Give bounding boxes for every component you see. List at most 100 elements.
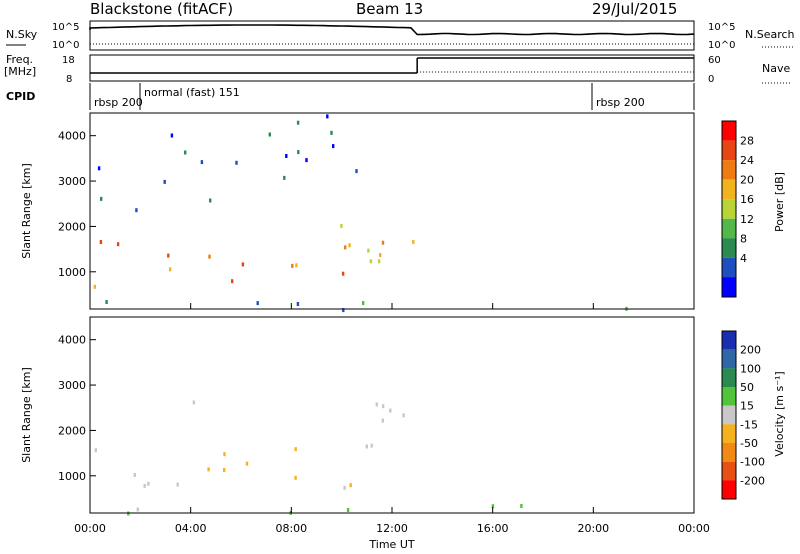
heatmap-cell (94, 448, 97, 453)
y-tick-label: 2000 (58, 424, 86, 437)
power-ylabel: Slant Range [km] (20, 163, 33, 259)
colorbar-swatch (722, 424, 736, 443)
colorbar-swatch (722, 257, 736, 278)
y-tick-label: 1000 (58, 470, 86, 483)
colorbar-tick-label: 100 (740, 362, 761, 375)
heatmap-cell (491, 504, 495, 509)
heatmap-cell (362, 301, 365, 306)
colorbar-swatch (722, 387, 736, 406)
heatmap-cell (223, 468, 226, 472)
heatmap-cell (326, 114, 329, 119)
heatmap-cell (381, 404, 385, 409)
heatmap-cell (167, 253, 170, 258)
freq-tick-bottom: 8 (66, 74, 72, 85)
heatmap-cell (163, 179, 166, 184)
nsearch-tick-bottom: 10^0 (708, 40, 735, 51)
heatmap-cell (342, 308, 345, 313)
heatmap-cell (97, 166, 101, 171)
x-tick-label: 04:00 (175, 522, 207, 535)
heatmap-cell (296, 120, 300, 125)
power-colorbar: 28 24 20 16 12 8 4 (721, 120, 754, 298)
colorbar-tick-label: 28 (740, 135, 754, 148)
power-panel-frame (89, 112, 695, 310)
nsky-panel (89, 20, 695, 51)
colorbar-swatch (722, 179, 736, 200)
heatmap-cell (305, 158, 308, 163)
nsky-line (89, 24, 695, 36)
freq-trace (90, 57, 694, 74)
heatmap-cell (375, 402, 378, 407)
colorbar-swatch (722, 238, 736, 258)
colorbar-tick-label: 8 (740, 232, 747, 245)
heatmap-cell (235, 160, 238, 165)
nave-tick-bottom: 0 (708, 74, 714, 85)
x-tick-label: 00:00 (678, 522, 710, 535)
heatmap-cell (133, 473, 136, 477)
heatmap-cell (168, 267, 172, 272)
heatmap-cell (389, 408, 392, 413)
colorbar-tick-label: -15 (740, 418, 758, 431)
heatmap-cell (184, 150, 187, 155)
colorbar-swatch (722, 218, 736, 239)
colorbar-tick-label: 20 (740, 174, 754, 187)
heatmap-cell (520, 504, 523, 508)
heatmap-cell (370, 443, 373, 448)
colorbar-swatch (722, 121, 736, 141)
heatmap-cell (355, 169, 358, 174)
power-y-ticks: 1000 2000 3000 4000 (58, 130, 96, 279)
heatmap-cell (192, 400, 196, 405)
colorbar-tick-label: -200 (740, 474, 765, 487)
heatmap-cell (294, 447, 297, 452)
x-tick-label: 12:00 (376, 522, 408, 535)
heatmap-cell (369, 259, 373, 264)
heatmap-cell (209, 198, 212, 203)
heatmap-cell (105, 300, 108, 304)
heatmap-cell (268, 132, 271, 137)
colorbar-swatch (722, 199, 736, 219)
heatmap-cell (283, 175, 286, 180)
heatmap-cell (176, 482, 179, 487)
heatmap-cell (346, 508, 350, 512)
freq-panel (89, 54, 695, 82)
heatmap-cell (223, 452, 226, 457)
plot-title: Blackstone (fitACF) (90, 0, 233, 18)
heatmap-cell (100, 196, 103, 201)
nsky-label: N.Sky (6, 28, 38, 41)
heatmap-cell (377, 259, 381, 264)
colorbar-tick-label: 12 (740, 213, 754, 226)
colorbar-tick-label: 4 (740, 252, 747, 265)
heatmap-cell (341, 271, 345, 276)
colorbar-tick-label: 16 (740, 193, 754, 206)
y-tick-label: 2000 (58, 220, 86, 233)
heatmap-cell (296, 302, 300, 306)
colorbar-tick-label: -100 (740, 456, 765, 469)
cpid-segment-2: normal (fast) 151 (144, 86, 240, 99)
heatmap-cell (381, 240, 385, 245)
colorbar-tick-label: 15 (740, 400, 754, 413)
heatmap-cell (412, 239, 415, 244)
y-tick-label: 4000 (58, 334, 86, 347)
nsearch-tick-top: 10^5 (708, 22, 735, 33)
heatmap-cell (208, 254, 211, 259)
x-axis-ticks: 00:00 04:00 08:00 12:00 16:00 20:00 00:00 (74, 303, 710, 535)
heatmap-cell (291, 263, 294, 268)
nave-label: Nave (762, 62, 790, 75)
heatmap-cell (245, 461, 249, 466)
heatmap-cell (367, 248, 370, 253)
beam-label: Beam 13 (356, 0, 423, 18)
heatmap-cell (99, 240, 103, 244)
y-tick-label: 3000 (58, 175, 86, 188)
heatmap-cell (297, 150, 300, 155)
heatmap-cell (340, 223, 343, 228)
x-axis-label: Time UT (368, 538, 414, 551)
heatmap-cell (170, 133, 174, 138)
heatmap-cell (200, 160, 204, 165)
heatmap-cell (231, 279, 234, 284)
velocity-y-ticks: 1000 2000 3000 4000 (58, 334, 96, 483)
colorbar-swatch (722, 443, 736, 462)
x-tick-label: 00:00 (74, 522, 106, 535)
nsky-tick-top: 10^5 (52, 22, 79, 33)
nave-tick-top: 60 (708, 55, 721, 66)
heatmap-cell (330, 130, 333, 135)
heatmap-cell (294, 475, 297, 480)
